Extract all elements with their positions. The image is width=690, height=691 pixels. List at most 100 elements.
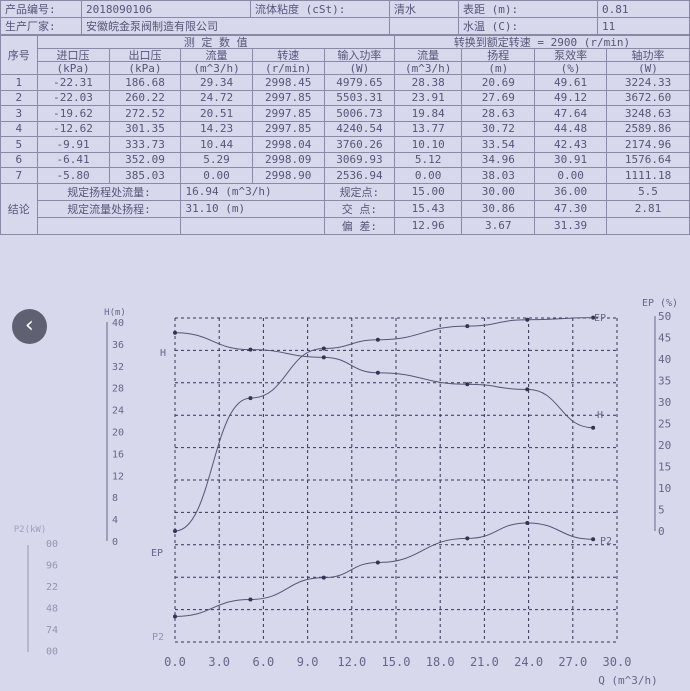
ep-point — [465, 324, 470, 329]
table-cell: 2997.85 — [251, 120, 325, 137]
p2-tick-label: 74 — [46, 625, 58, 636]
x-tick-label: 15.0 — [382, 655, 411, 669]
x-tick-label: 6.0 — [253, 655, 275, 669]
p2-tick-label: 00 — [46, 539, 58, 550]
x-axis-label: Q (m^3/h) — [598, 674, 658, 687]
h-point — [591, 425, 596, 430]
table-cell: 47.64 — [534, 105, 608, 122]
p2-left-label: P2 — [152, 632, 164, 643]
ep-tick-label: 30 — [658, 396, 671, 409]
p2-axis-label: P2(kW) — [14, 525, 47, 535]
p2-tick-label: 22 — [46, 582, 58, 593]
ep-tick-label: 25 — [658, 418, 671, 431]
p2-right-label: P2 — [600, 536, 612, 547]
column-header: 轴功率 — [606, 48, 690, 62]
column-unit: (kPa) — [36, 61, 110, 75]
h-point — [248, 347, 253, 352]
ep-tick-label: 15 — [658, 461, 671, 474]
conclusion-point: 偏 差: — [323, 216, 395, 235]
table-cell: 0.00 — [393, 167, 463, 184]
table-cell: 2997.85 — [251, 105, 325, 122]
column-unit: (m^3/h) — [180, 61, 253, 75]
table-cell: -22.31 — [36, 74, 110, 91]
table-cell: -6.41 — [36, 151, 110, 168]
column-unit: (m^3/h) — [393, 61, 463, 75]
table-cell: 5503.31 — [323, 89, 395, 106]
h-tick-label: 28 — [112, 384, 124, 395]
ep-right-label: -EP — [588, 313, 606, 324]
conclusion-p: 2.81 — [606, 199, 690, 218]
h-curve — [174, 332, 594, 429]
column-unit: (m) — [461, 61, 536, 75]
table-row: 6 -6.41 352.09 5.29 2998.09 3069.93 5.12 34.96 3… — [0, 151, 690, 168]
x-tick-label: 21.0 — [470, 655, 499, 669]
conclusion-row: 规定流量处扬程: 31.10 (m) 交 点: 15.43 30.86 47.30 2.81 — [1, 199, 690, 218]
conclusion-q: 15.00 — [393, 182, 463, 201]
ep-tick-label: 40 — [658, 353, 671, 366]
conclusion-row: 结论 规定扬程处流量: 16.94 (m^3/h) 规定点: 15.00 30.00 36.… — [0, 182, 690, 235]
table-cell: 385.03 — [108, 167, 182, 184]
table-row: 2 -22.03 260.22 24.72 2997.85 5503.31 23.91 27.… — [0, 89, 690, 106]
ep-tick-label: 45 — [658, 332, 671, 345]
ep-tick-label: 10 — [658, 482, 671, 495]
h-tick-label: 0 — [112, 537, 118, 548]
x-tick-label: 30.0 — [603, 655, 632, 669]
p2-curve — [174, 522, 594, 617]
table-cell: 2998.90 — [251, 167, 325, 184]
conclusion-row: 偏 差: 12.96 3.67 31.39 — [1, 216, 690, 235]
h-point — [321, 355, 326, 360]
table-cell: 33.54 — [461, 136, 536, 153]
p2-tick-label: 00 — [46, 647, 58, 658]
table-cell: -5.80 — [36, 167, 110, 184]
table-cell: 49.61 — [534, 74, 608, 91]
x-tick-label: 0.0 — [164, 655, 186, 669]
ep-point — [321, 346, 326, 351]
conclusion-p: 5.5 — [606, 182, 690, 201]
table-cell: 28.63 — [461, 105, 536, 122]
ep-tick-label: 35 — [658, 375, 671, 388]
h-point — [465, 382, 470, 387]
ep-tick-label: 0 — [658, 525, 665, 538]
table-row: 5 -9.91 333.73 10.44 2998.04 3760.26 10.10 33.5… — [0, 136, 690, 153]
h-tick-label: 36 — [112, 340, 124, 351]
h-tick-label: 24 — [112, 406, 124, 417]
x-tick-label: 27.0 — [558, 655, 587, 669]
p2-point — [591, 537, 596, 542]
table-cell: 30.91 — [534, 151, 608, 168]
table-cell: 23.91 — [393, 89, 463, 106]
index-header: 序号 — [0, 35, 38, 75]
h-tick-label: 20 — [112, 428, 124, 439]
h-tick-label: 40 — [112, 318, 124, 329]
table-cell: 2174.96 — [606, 136, 690, 153]
h-left-label: H — [160, 348, 166, 359]
p2-tick-label: 96 — [46, 561, 58, 572]
p2-point — [248, 597, 253, 602]
table-cell: 34.96 — [461, 151, 536, 168]
conclusion-eff: 31.39 — [534, 216, 608, 235]
ep-point — [525, 317, 530, 322]
conclusion-p — [606, 216, 690, 235]
column-unit: (W) — [606, 61, 690, 75]
conclusion-eff: 47.30 — [534, 199, 608, 218]
p2-point — [375, 560, 380, 565]
ep-point — [591, 315, 596, 320]
x-tick-label: 18.0 — [426, 655, 455, 669]
h-tick-label: 12 — [112, 471, 124, 482]
h-tick-label: 16 — [112, 449, 124, 460]
conclusion-value: 16.94 (m^3/h) — [180, 182, 325, 201]
ep-curve — [174, 317, 594, 532]
ep-axis-label: EP (%) — [642, 298, 678, 309]
p2-point — [321, 575, 326, 580]
maker-label: 生产厂家: — [0, 17, 82, 35]
h-tick-label: 4 — [112, 515, 118, 526]
p2-tick-label: 48 — [46, 604, 58, 615]
table-cell: 5.12 — [393, 151, 463, 168]
x-tick-label: 3.0 — [208, 655, 230, 669]
back-button[interactable]: ‹ — [12, 309, 47, 344]
p2-point — [525, 520, 530, 525]
table-cell: 0.00 — [180, 167, 253, 184]
column-unit: (r/min) — [251, 61, 325, 75]
h-tick-label: 32 — [112, 362, 124, 373]
table-cell: 333.73 — [108, 136, 182, 153]
